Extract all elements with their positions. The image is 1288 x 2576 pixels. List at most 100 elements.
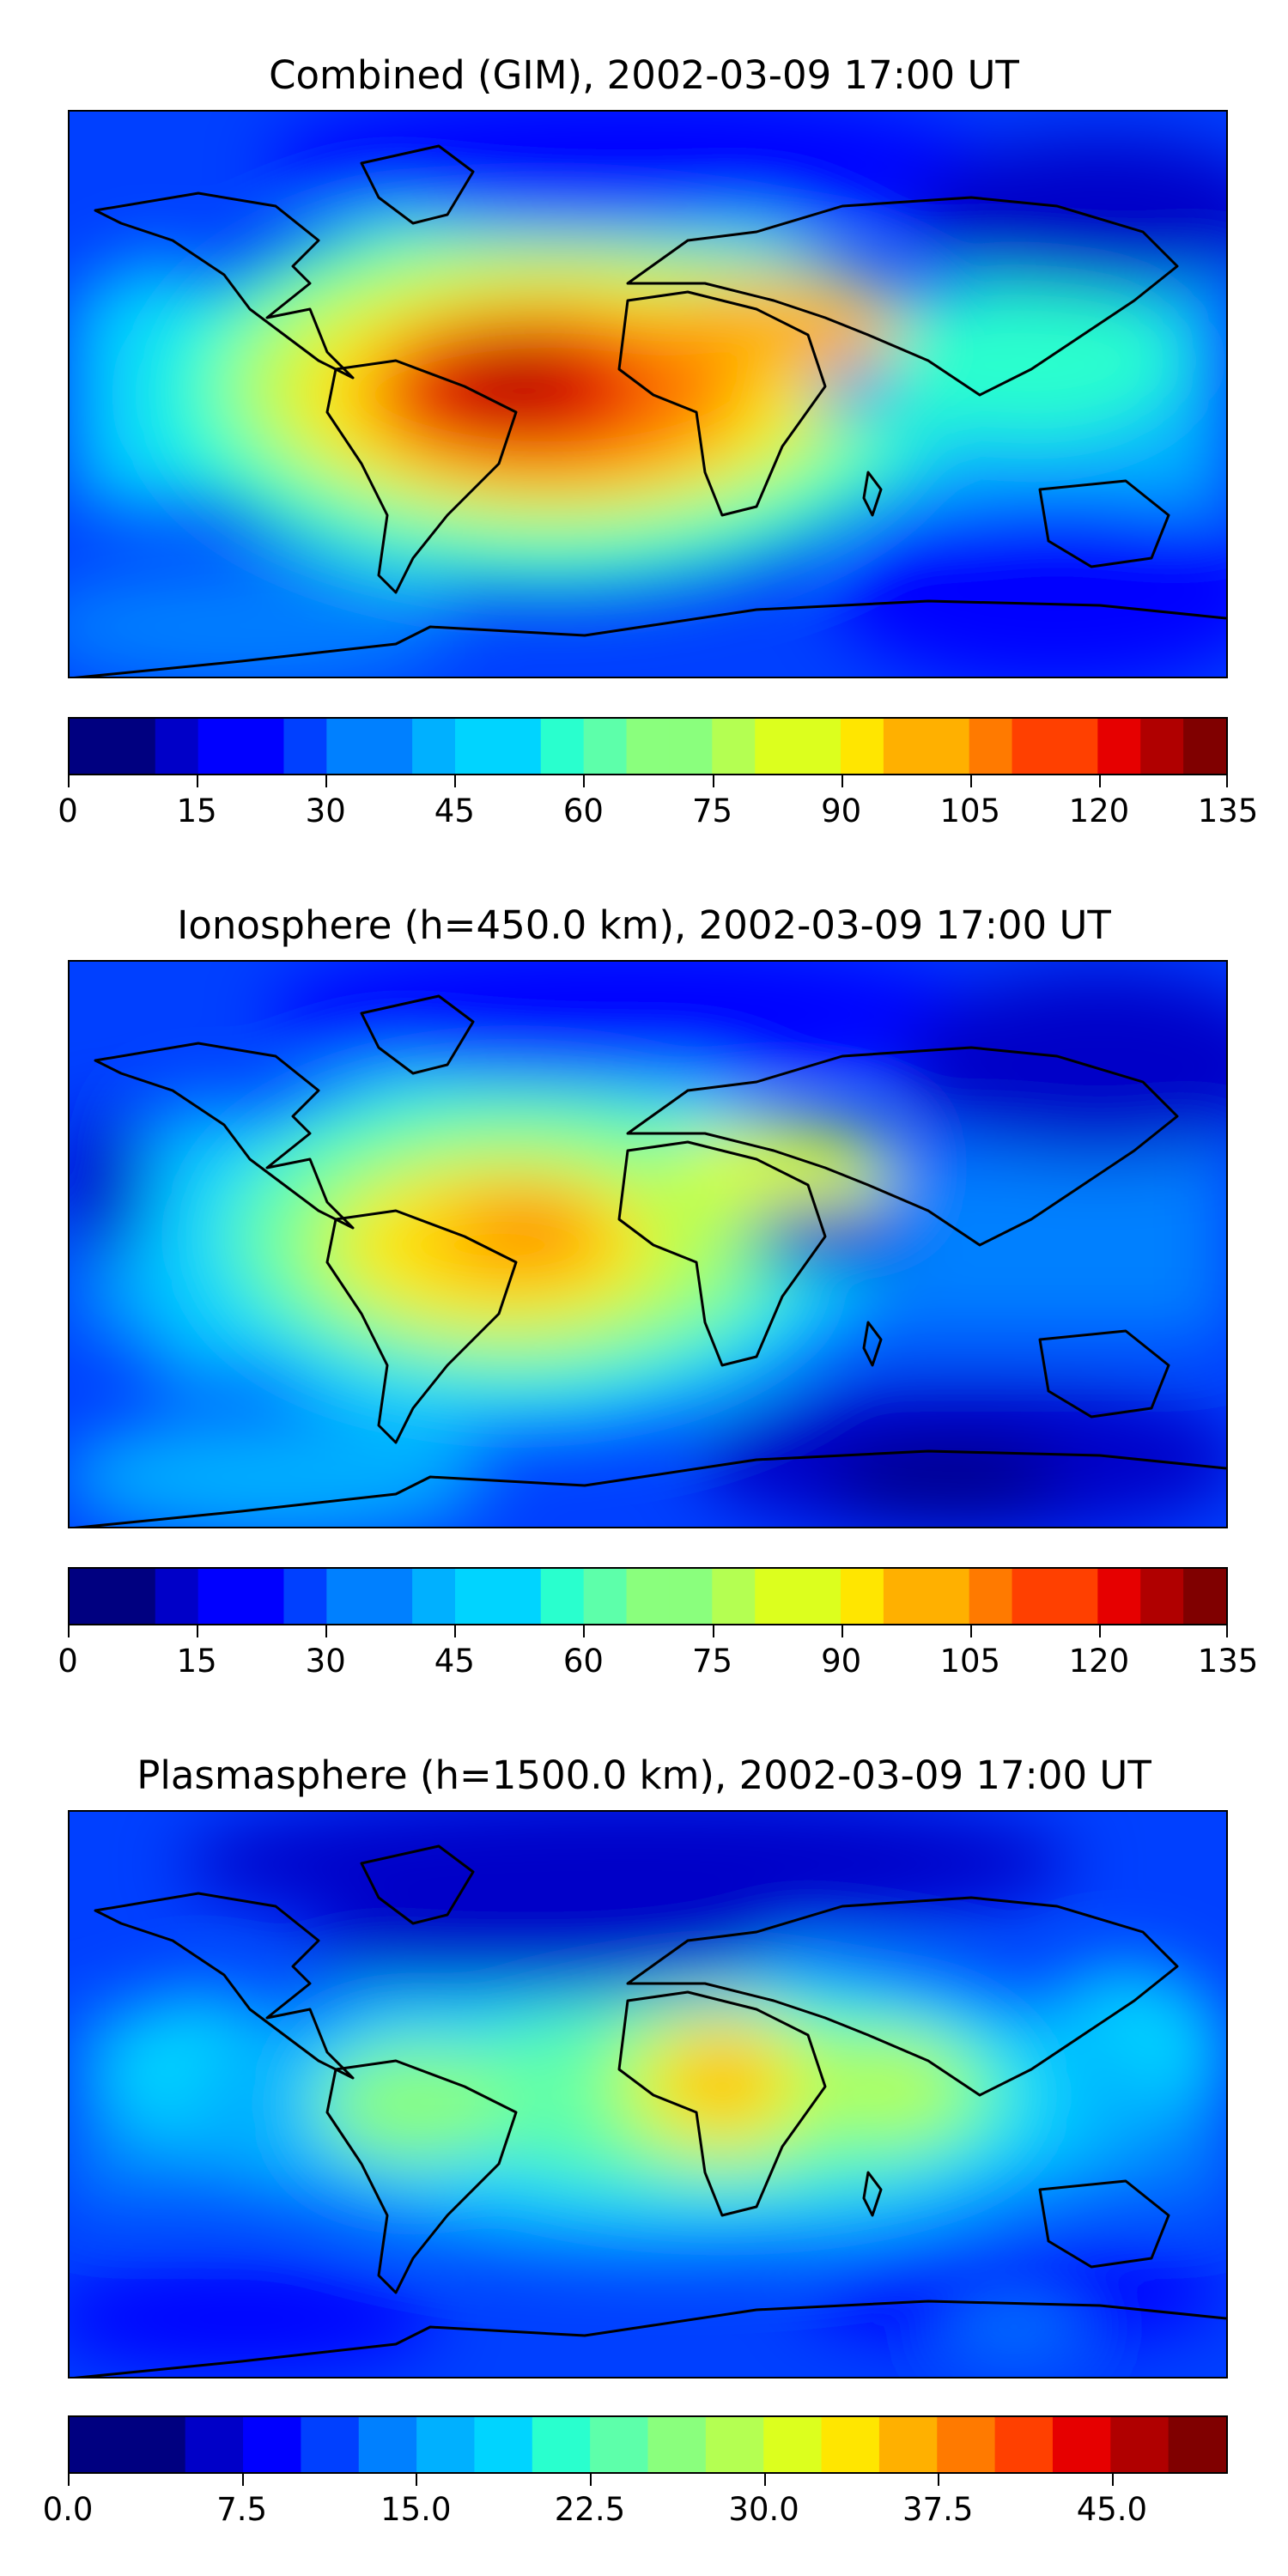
colorbar-gradient: [70, 1569, 1226, 1624]
tick-label: 30: [305, 1643, 346, 1680]
colorbar-level: [301, 2417, 360, 2472]
colorbar-level: [883, 1569, 927, 1624]
colorbar-level: [540, 1569, 585, 1624]
map-title: Ionosphere (h=450.0 km), 2002-03-09 17:0…: [177, 902, 1111, 948]
colorbar-level: [1012, 1569, 1056, 1624]
tick-label: 45: [434, 1643, 475, 1680]
tick-label: 22.5: [554, 2491, 626, 2528]
colorbar-level: [1140, 1569, 1184, 1624]
colorbar-level: [369, 1569, 413, 1624]
tick-mark: [454, 1625, 457, 1637]
colorbar-level: [358, 2417, 417, 2472]
coastlines: [73, 994, 1226, 1527]
tick-mark: [68, 2474, 70, 2486]
colorbar-level: [1052, 2417, 1111, 2472]
colorbar-level: [326, 1569, 370, 1624]
colorbar-ticks: 0.0 7.5 15.0 22.5 30.0 37.5 45.0: [43, 2474, 1228, 2528]
tick-label: 120: [1068, 793, 1130, 829]
colorbar-level: [497, 719, 542, 774]
colorbar-level: [1168, 2417, 1226, 2472]
colorbar-level: [197, 1569, 242, 1624]
colorbar-level: [878, 2417, 938, 2472]
colorbar-level: [70, 1569, 113, 1624]
tick-label: 75: [692, 1643, 733, 1680]
tick-mark: [763, 2474, 766, 2486]
colorbar-level: [1097, 719, 1141, 774]
colorbar-level: [583, 719, 628, 774]
tick-mark: [416, 2474, 418, 2486]
tick-label: 75: [692, 793, 733, 829]
colorbar-level: [647, 2417, 707, 2472]
tick-mark: [68, 1625, 70, 1637]
colorbar-level: [841, 1569, 884, 1624]
colorbar-level: [155, 719, 199, 774]
colorbar-level: [969, 719, 1013, 774]
colorbar-level: [112, 1569, 156, 1624]
colorbar-level: [283, 719, 327, 774]
colorbar-level: [197, 719, 242, 774]
tick-label: 30: [305, 793, 346, 829]
colorbar-level: [712, 719, 756, 774]
tick-mark: [454, 775, 457, 787]
tick-mark: [1111, 2474, 1114, 2486]
tick-mark: [197, 1625, 199, 1637]
colorbar-level: [883, 719, 927, 774]
colorbar-level: [1054, 1569, 1098, 1624]
colorbar: [68, 717, 1228, 775]
colorbar-level: [937, 2417, 996, 2472]
tick-label: 45: [434, 793, 475, 829]
colorbar-level: [326, 719, 370, 774]
colorbar-level: [798, 1569, 841, 1624]
colorbar-level: [155, 1569, 199, 1624]
tick-label: 135: [1197, 793, 1259, 829]
tick-label: 0: [58, 1643, 78, 1680]
colorbar: [68, 2415, 1228, 2474]
colorbar-level: [1183, 1569, 1226, 1624]
colorbar-level: [474, 2417, 533, 2472]
colorbar-level: [705, 2417, 764, 2472]
colorbar-level: [283, 1569, 327, 1624]
tick-mark: [712, 775, 714, 787]
coastlines: [73, 1844, 1226, 2377]
colorbar-level: [497, 1569, 542, 1624]
colorbar-level: [669, 1569, 713, 1624]
map-canvas: [70, 962, 1226, 1527]
colorbar-level: [1183, 719, 1226, 774]
tick-label: 30.0: [728, 2491, 799, 2528]
colorbar-level: [243, 2417, 301, 2472]
map-canvas: [70, 1812, 1226, 2377]
tick-mark: [583, 1625, 586, 1637]
tick-label: 0: [58, 793, 78, 829]
tec-map: [68, 1810, 1228, 2379]
colorbar-level: [540, 719, 585, 774]
colorbar-level: [926, 719, 970, 774]
colorbar-level: [755, 719, 799, 774]
colorbar-level: [926, 1569, 970, 1624]
tick-label: 15: [176, 793, 217, 829]
colorbar-level: [240, 1569, 285, 1624]
colorbar-level: [412, 719, 456, 774]
colorbar-level: [416, 2417, 476, 2472]
colorbar: [68, 1567, 1228, 1625]
map-title: Combined (GIM), 2002-03-09 17:00 UT: [269, 52, 1019, 98]
colorbar-level: [755, 1569, 799, 1624]
tick-mark: [1226, 1625, 1228, 1637]
colorbar-level: [583, 1569, 628, 1624]
tick-mark: [241, 2474, 244, 2486]
tick-label: 7.5: [216, 2491, 268, 2528]
colorbar-level: [821, 2417, 880, 2472]
tick-label: 120: [1068, 1643, 1130, 1680]
colorbar-level: [112, 719, 156, 774]
map-canvas: [70, 112, 1226, 677]
colorbar-ticks: 0 15 30 45 60 75 90 105 120 135: [58, 1625, 1258, 1680]
tick-mark: [712, 1625, 714, 1637]
map-title: Plasmasphere (h=1500.0 km), 2002-03-09 1…: [137, 1753, 1151, 1798]
tick-mark: [325, 775, 328, 787]
tick-label: 60: [562, 793, 604, 829]
tick-mark: [1098, 775, 1101, 787]
colorbar-ticks: 0 15 30 45 60 75 90 105 120 135: [58, 775, 1258, 829]
colorbar-level: [1097, 1569, 1141, 1624]
tick-mark: [325, 1625, 328, 1637]
coastlines: [73, 144, 1226, 677]
colorbar-level: [1140, 719, 1184, 774]
